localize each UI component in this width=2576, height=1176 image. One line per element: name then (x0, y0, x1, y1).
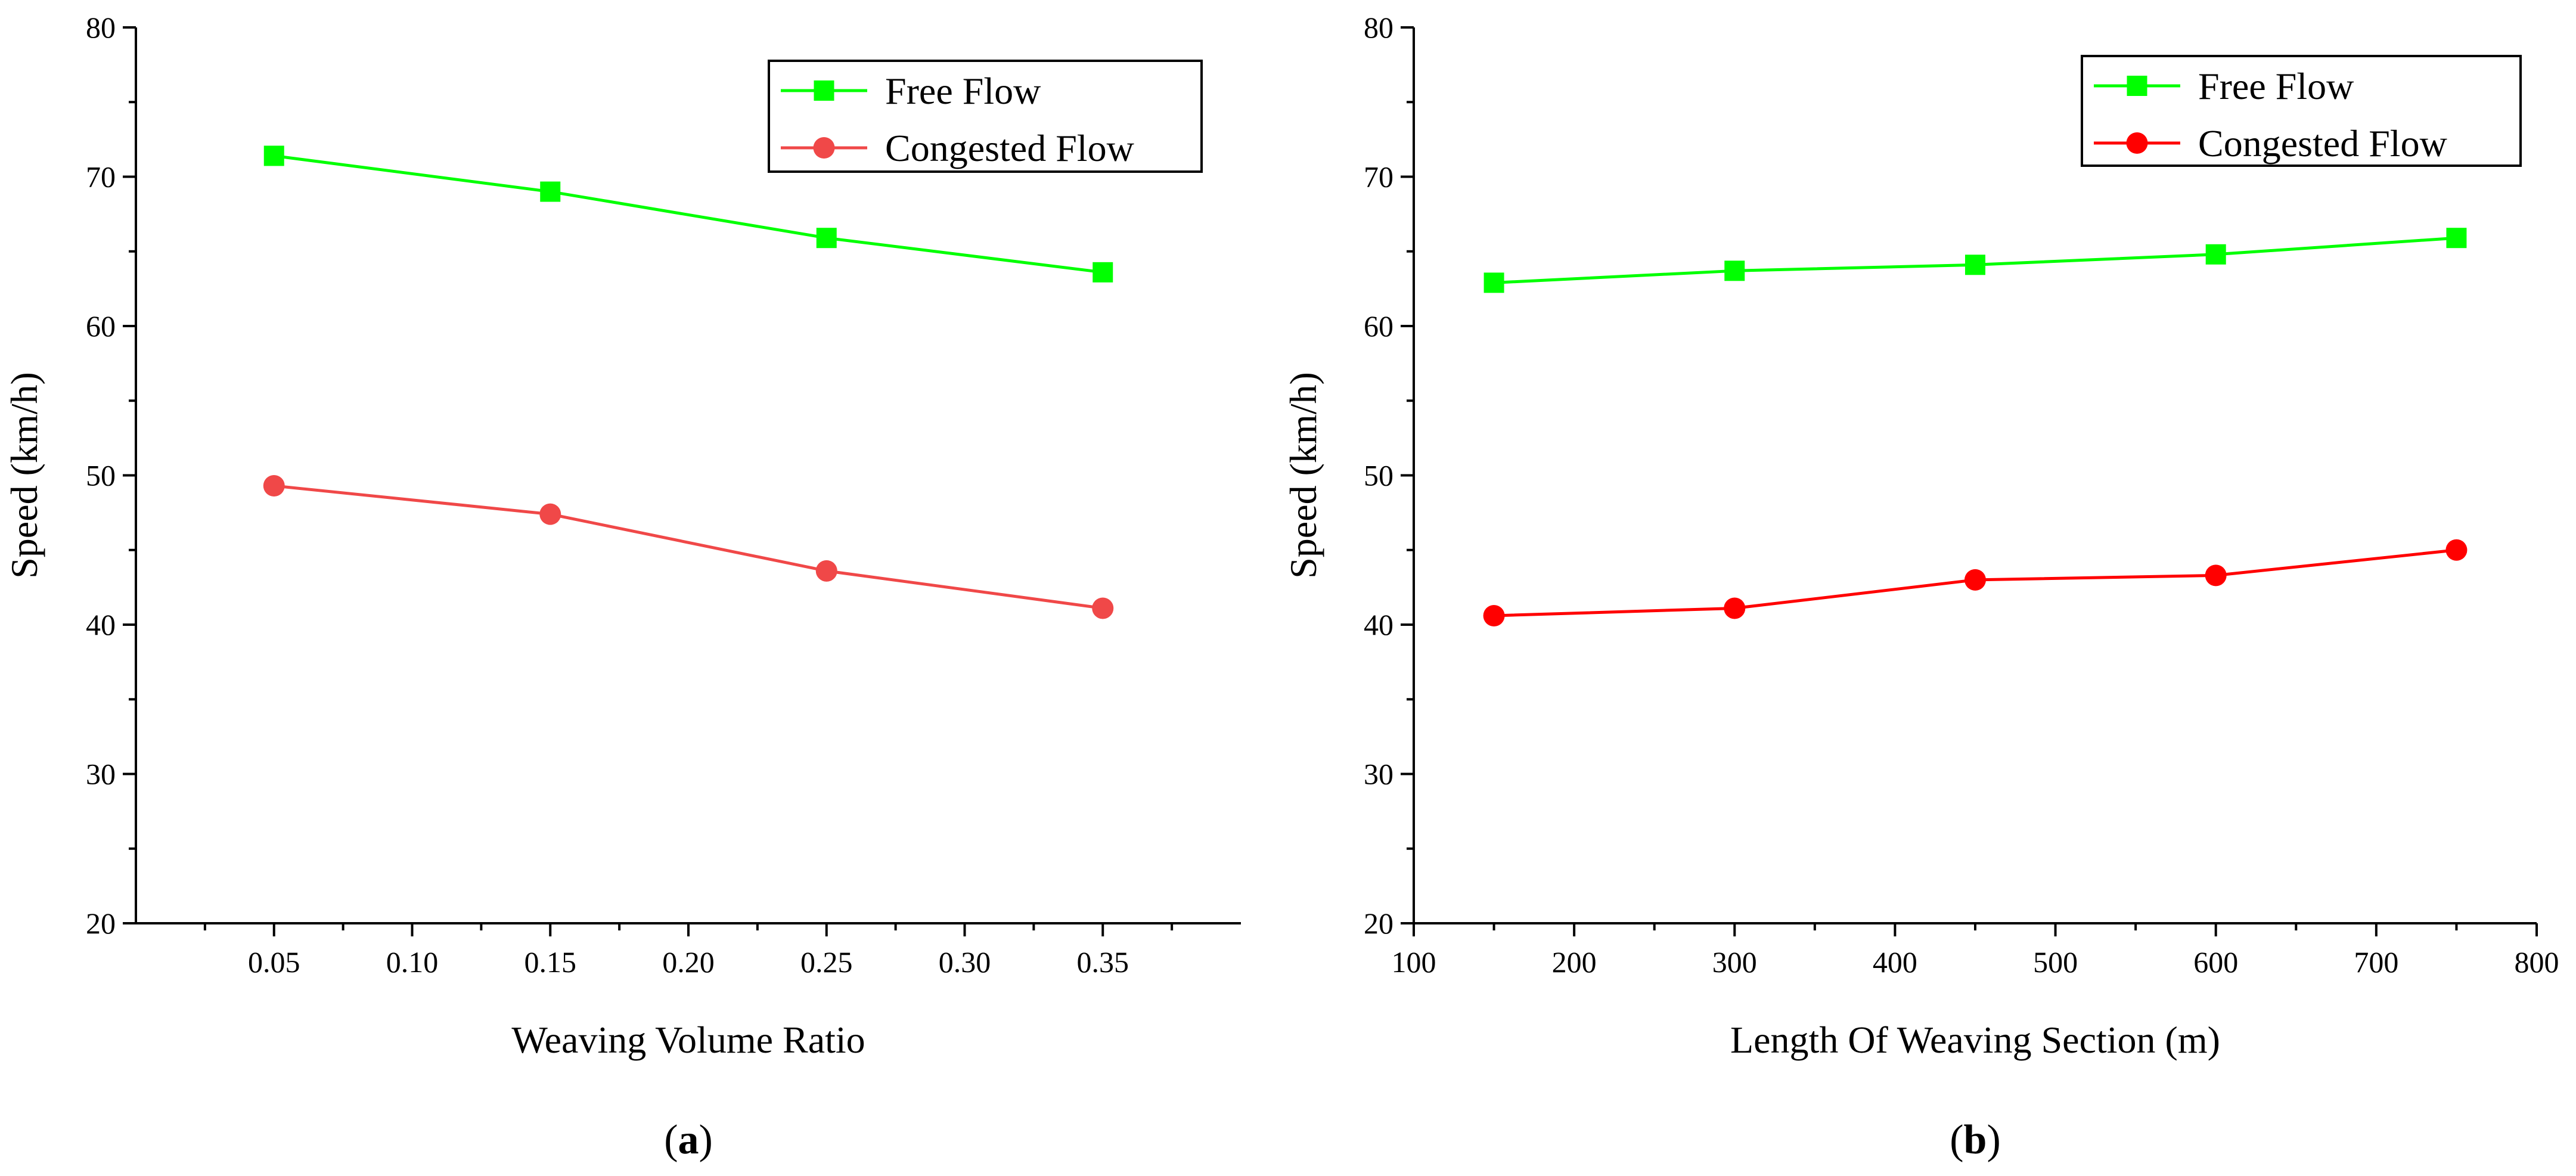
y-tick-label: 80 (1364, 11, 1393, 44)
panel-label-close: ) (1987, 1117, 2000, 1163)
x-tick-label: 0.30 (939, 945, 991, 979)
data-point-circle (1964, 569, 1986, 591)
legend-marker-square (2127, 76, 2147, 96)
x-tick-label: 0.05 (248, 945, 300, 979)
legend-box (768, 60, 1203, 173)
x-tick-label: 300 (1712, 945, 1757, 979)
legend-label: Free Flow (2198, 65, 2354, 107)
x-tick-label: 700 (2354, 945, 2398, 979)
data-point-circle (1092, 597, 1114, 619)
x-tick-label: 500 (2033, 945, 2078, 979)
y-tick-label: 80 (86, 11, 116, 44)
series-line (274, 154, 1103, 274)
y-tick-label: 50 (86, 459, 116, 492)
panel-label: (b) (1950, 1117, 2001, 1163)
data-point-square (263, 145, 284, 166)
y-tick-label: 20 (1364, 907, 1393, 940)
data-point-square (2205, 244, 2226, 265)
legend: Free Flow Congested Flow (2081, 55, 2522, 167)
series-congested-flow (263, 475, 1114, 619)
y-tick-label: 30 (1364, 758, 1393, 791)
series-congested-flow (1483, 539, 2468, 626)
x-tick-label: 100 (1392, 945, 1436, 979)
data-point-square (1724, 260, 1745, 281)
legend-marker-circle (813, 137, 835, 159)
x-tick-label: 0.10 (386, 945, 439, 979)
y-tick-label: 40 (86, 608, 116, 641)
series-line (274, 484, 1103, 610)
panel-label-open: ( (664, 1117, 678, 1163)
x-tick-label: 800 (2515, 945, 2559, 979)
legend-label: Congested Flow (885, 127, 1134, 169)
y-axis-label: Speed (km/h) (1282, 372, 1324, 579)
data-point-square (1093, 262, 1113, 283)
data-point-circle (1483, 604, 1505, 626)
y-tick-label: 70 (1364, 160, 1393, 194)
x-tick-label: 400 (1873, 945, 1917, 979)
data-point-square (2446, 228, 2467, 249)
series-free-flow (1483, 228, 2467, 293)
legend: Free Flow Congested Flow (768, 60, 1203, 173)
y-tick-label: 60 (86, 309, 116, 343)
data-point-circle (2205, 564, 2227, 587)
panel-label-letter: b (1964, 1117, 1987, 1163)
x-tick-label: 0.20 (662, 945, 715, 979)
data-point-circle (2445, 539, 2468, 561)
x-axis-label: Length Of Weaving Section (m) (1730, 1019, 2220, 1061)
y-tick-label: 40 (1364, 608, 1393, 641)
data-point-square (816, 228, 837, 249)
data-point-circle (1724, 597, 1746, 619)
data-point-circle (539, 503, 561, 525)
y-tick-label: 50 (1364, 459, 1393, 492)
x-tick-label: 600 (2193, 945, 2238, 979)
data-point-square (540, 181, 561, 202)
x-axis-label: Weaving Volume Ratio (511, 1019, 865, 1061)
legend-marker-circle (2126, 132, 2148, 154)
legend-label: Congested Flow (2198, 122, 2447, 165)
y-axis-label: Speed (km/h) (3, 372, 45, 579)
y-tick-label: 30 (86, 758, 116, 791)
legend-box (2081, 55, 2522, 167)
y-tick-label: 60 (1364, 309, 1393, 343)
panel-a: 20 30 40 50 60 70 80 0.05 0.10 0.15 0.20 0.25 0.30 0.… (3, 11, 1241, 1163)
data-point-square (1965, 255, 1985, 275)
panel-label-open: ( (1950, 1117, 1963, 1163)
x-tick-label: 0.15 (524, 945, 577, 979)
data-point-circle (815, 560, 837, 582)
y-tick-label: 70 (86, 160, 116, 194)
x-tick-label: 0.35 (1077, 945, 1129, 979)
panel-label-letter: a (678, 1117, 699, 1163)
panel-b: 20 30 40 50 60 70 80 100 200 300 400 500 600 700 800 Le… (1282, 11, 2559, 1163)
legend-marker-square (814, 80, 834, 101)
panel-label-close: ) (699, 1117, 713, 1163)
data-point-circle (263, 475, 285, 497)
x-tick-label: 0.25 (800, 945, 853, 979)
panel-label: (a) (664, 1117, 713, 1163)
y-tick-label: 20 (86, 907, 116, 940)
data-point-square (1483, 272, 1504, 293)
series-free-flow (263, 145, 1113, 283)
legend-label: Free Flow (885, 70, 1041, 112)
x-tick-label: 200 (1552, 945, 1597, 979)
